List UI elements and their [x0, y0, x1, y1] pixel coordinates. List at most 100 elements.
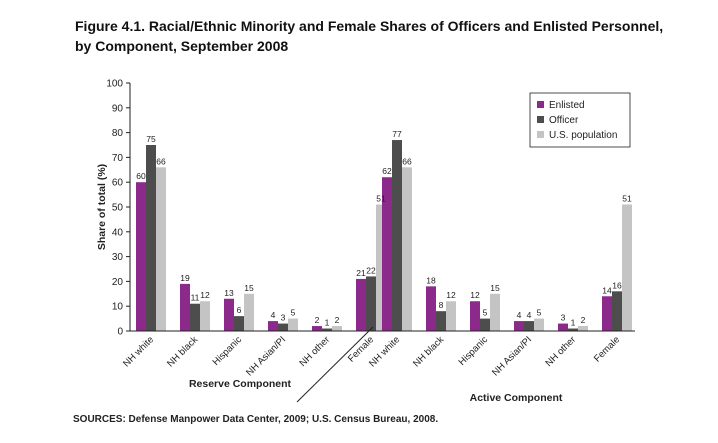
- bar-officer: [234, 316, 244, 331]
- bar-enlisted: [136, 182, 146, 331]
- category-labels: NH white NH black Hispanic NH Asian/PI NH ot…: [121, 334, 622, 378]
- data-label-enlisted: 18: [426, 275, 436, 285]
- bar-u-s-population: [622, 204, 632, 331]
- y-axis-title: Share of total (%): [96, 164, 108, 250]
- bar-u-s-population: [578, 326, 588, 331]
- bar-enlisted: [558, 323, 568, 331]
- data-label-officer: 77: [392, 129, 402, 139]
- y-axis: 0 10 20 30 40 50 60 70 80 90 100: [106, 79, 131, 338]
- bar-enlisted: [180, 283, 190, 331]
- data-label-officer: 1: [571, 318, 576, 328]
- data-label-enlisted: 13: [224, 288, 234, 298]
- bar-enlisted: [224, 298, 234, 331]
- y-tick-label: 10: [112, 302, 124, 313]
- bar-u-s-population: [288, 318, 298, 331]
- data-label-u-s-population: 66: [156, 156, 166, 166]
- bar-officer: [524, 321, 534, 331]
- bar-officer: [278, 323, 288, 331]
- data-label-enlisted: 19: [180, 273, 190, 283]
- y-tick-label: 90: [112, 103, 124, 114]
- bar-u-s-population: [490, 293, 500, 331]
- data-label-u-s-population: 66: [402, 156, 412, 166]
- bar-enlisted: [470, 301, 480, 331]
- y-tick-label: 100: [106, 79, 123, 90]
- data-label-enlisted: 4: [271, 310, 276, 320]
- data-label-u-s-population: 5: [291, 308, 296, 318]
- figure-title: Figure 4.1. Racial/Ethnic Minority and F…: [75, 16, 675, 56]
- bar-enlisted: [514, 321, 524, 331]
- bar-officer: [322, 328, 332, 331]
- category-label: NH other: [297, 334, 332, 369]
- data-label-u-s-population: 2: [581, 315, 586, 325]
- y-tick-label: 0: [117, 327, 123, 338]
- data-label-u-s-population: 5: [537, 308, 542, 318]
- bar-u-s-population: [534, 318, 544, 331]
- data-label-enlisted: 62: [382, 166, 392, 176]
- data-label-officer: 1: [325, 318, 330, 328]
- bar-enlisted: [426, 286, 436, 331]
- bar-officer: [366, 276, 376, 331]
- data-label-officer: 8: [439, 300, 444, 310]
- bar-officer: [392, 140, 402, 331]
- group-label-active: Active Component: [470, 392, 563, 404]
- data-label-u-s-population: 12: [200, 290, 210, 300]
- group-label-reserve: Reserve Component: [189, 378, 292, 390]
- y-tick-label: 70: [112, 153, 124, 164]
- bar-enlisted: [312, 326, 322, 331]
- bar-officer: [612, 291, 622, 331]
- y-tick-label: 50: [112, 203, 124, 214]
- y-tick-label: 60: [112, 178, 124, 189]
- data-label-enlisted: 12: [470, 290, 480, 300]
- legend-swatch-us-population: [537, 131, 544, 138]
- bar-officer: [190, 303, 200, 331]
- category-label: NH black: [165, 334, 200, 369]
- data-label-u-s-population: 51: [622, 194, 632, 204]
- data-label-officer: 22: [366, 265, 376, 275]
- bar-u-s-population: [244, 293, 254, 331]
- data-label-enlisted: 3: [561, 313, 566, 323]
- bar-officer: [568, 328, 578, 331]
- data-label-officer: 4: [527, 310, 532, 320]
- data-label-u-s-population: 15: [244, 283, 254, 293]
- legend-swatch-enlisted: [537, 101, 544, 108]
- category-label: Female: [592, 334, 622, 364]
- bar-officer: [146, 145, 156, 331]
- category-label: NH Asian/PI: [490, 334, 534, 378]
- bar-u-s-population: [402, 167, 412, 331]
- bar-officer: [436, 311, 446, 331]
- bar-enlisted: [356, 278, 366, 331]
- data-label-u-s-population: 2: [335, 315, 340, 325]
- category-label: NH Asian/PI: [244, 334, 288, 378]
- y-tick-label: 80: [112, 128, 124, 139]
- bar-officer: [480, 318, 490, 331]
- category-label: Hispanic: [211, 334, 245, 368]
- legend-label-officer: Officer: [549, 115, 579, 126]
- data-label-u-s-population: 12: [446, 290, 456, 300]
- sources-note: SOURCES: Defense Manpower Data Center, 2…: [73, 414, 439, 425]
- data-label-enlisted: 4: [517, 310, 522, 320]
- y-tick-label: 20: [112, 277, 124, 288]
- category-label: NH white: [121, 334, 156, 369]
- bar-u-s-population: [200, 301, 210, 331]
- bar-u-s-population: [332, 326, 342, 331]
- bar-u-s-population: [156, 167, 166, 331]
- figure-title-line-1: Figure 4.1. Racial/Ethnic Minority and F…: [75, 18, 664, 34]
- group-divider-line: [296, 326, 374, 403]
- legend-swatch-officer: [537, 116, 544, 123]
- y-tick-label: 40: [112, 227, 124, 238]
- data-label-officer: 11: [191, 293, 200, 303]
- data-label-officer: 3: [281, 313, 286, 323]
- legend-label-enlisted: Enlisted: [549, 100, 585, 111]
- data-label-enlisted: 14: [602, 285, 612, 295]
- bar-enlisted: [382, 177, 392, 331]
- category-label: Hispanic: [457, 334, 491, 368]
- bar-u-s-population: [446, 301, 456, 331]
- category-label: NH other: [543, 334, 578, 369]
- bars: [136, 140, 632, 331]
- category-label: NH black: [411, 334, 446, 369]
- legend-frame: [529, 92, 631, 148]
- y-tick-label: 30: [112, 252, 124, 263]
- data-label-u-s-population: 15: [490, 283, 500, 293]
